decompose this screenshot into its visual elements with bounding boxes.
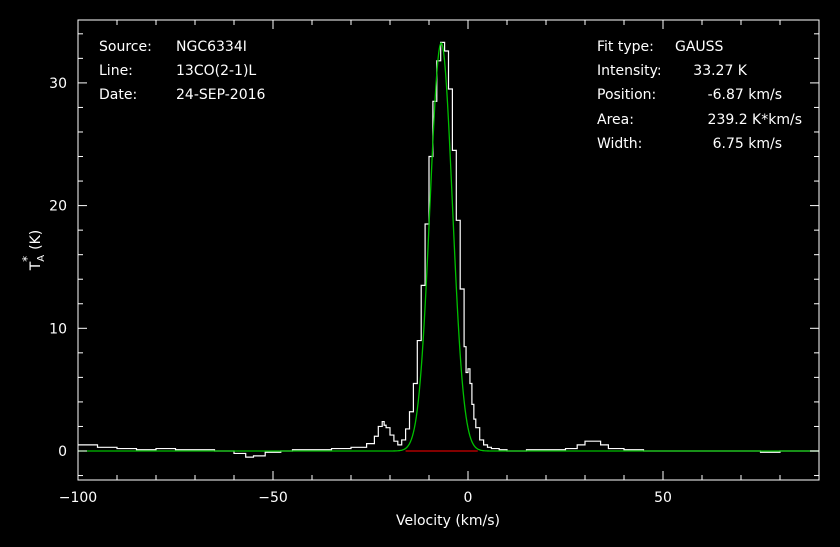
fit-width-value: 6.75 km/s	[713, 136, 782, 152]
fit-position-key: Position:	[597, 87, 656, 103]
x-axis-label: Velocity (km/s)	[396, 513, 500, 529]
info-line-value: 13CO(2-1)L	[176, 63, 256, 79]
plot-marks	[78, 41, 819, 458]
plot-frame	[77, 19, 820, 481]
info-line-key: Line:	[99, 63, 133, 79]
x-tick-label: 0	[464, 490, 473, 506]
y-tick-label: 0	[58, 444, 67, 460]
fit-width-key: Width:	[597, 136, 642, 152]
fit-area-value: 239.2 K*km/s	[708, 112, 802, 128]
y-axis-label-main: T	[28, 261, 44, 271]
series-gaussian-fit	[78, 42, 819, 452]
info-date-key: Date:	[99, 87, 137, 103]
info-left: Source: NGC6334I Line: 13CO(2-1)L Date: …	[99, 39, 266, 103]
info-date-value: 24-SEP-2016	[176, 87, 266, 103]
x-tick-label: −50	[258, 490, 288, 506]
fit-area-key: Area:	[597, 112, 634, 128]
y-tick-label: 20	[49, 199, 67, 215]
svg-text:TA*(K): TA* (K)	[20, 230, 47, 272]
y-tick-label: 30	[49, 76, 67, 92]
y-axis-label-sup: *	[20, 256, 34, 262]
y-tick-label: 10	[49, 321, 67, 337]
y-ticks: 0 10 20 30	[49, 33, 819, 477]
x-ticks: −100 −50 0 50	[59, 20, 820, 506]
info-source-key: Source:	[99, 39, 152, 55]
info-right: Fit type: GAUSS Intensity: 33.27 K Posit…	[597, 39, 802, 152]
fit-intensity-value: 33.27 K	[693, 63, 748, 79]
fit-intensity-key: Intensity:	[597, 63, 662, 79]
x-tick-label: −100	[59, 490, 97, 506]
y-axis-label: TA* (K)	[20, 230, 47, 272]
fit-position-value: -6.87 km/s	[708, 87, 782, 103]
x-tick-label: 50	[654, 490, 672, 506]
info-source-value: NGC6334I	[176, 39, 247, 55]
fit-type-value: GAUSS	[675, 39, 724, 55]
fit-type-key: Fit type:	[597, 39, 654, 55]
y-axis-label-unit: (K)	[28, 230, 44, 250]
y-axis-label-sub: A	[36, 255, 47, 262]
